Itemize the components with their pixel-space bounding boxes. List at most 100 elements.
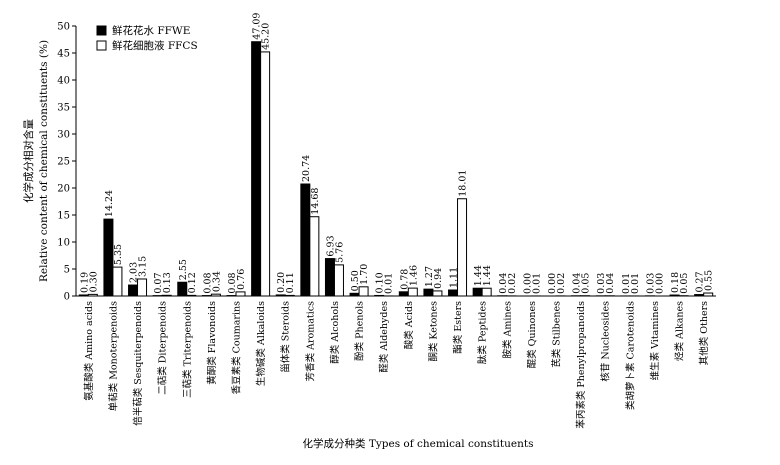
value-label-ffwe: 14.24 <box>104 190 115 217</box>
bar-ffwe <box>669 294 680 297</box>
category-label: 香豆素类 Coumarins <box>231 301 243 394</box>
category-label: 甾体类 Steroids <box>280 301 292 373</box>
value-label-ffwe: 0.19 <box>79 272 90 293</box>
value-label-ffcs: 1.46 <box>408 265 419 286</box>
bar-ffwe <box>300 183 311 297</box>
value-label-ffcs: 0.02 <box>507 273 518 294</box>
y-axis-title: 化学成分相对含量 Relative content of chemical co… <box>22 40 50 282</box>
bar-ffcs <box>260 51 271 297</box>
category-label: 醌类 Quinones <box>526 301 538 369</box>
legend-label: 鲜花细胞液 FFCS <box>112 39 198 52</box>
bar-ffwe <box>103 218 114 297</box>
bar-ffcs <box>703 292 714 297</box>
bar-ffwe <box>472 287 483 297</box>
bar-ffwe <box>398 291 409 297</box>
category-label: 酯类 Esters <box>452 301 464 354</box>
y-tick-label: 45 <box>57 49 70 60</box>
y-tick-label: 15 <box>57 211 70 222</box>
bar-ffwe <box>448 289 459 297</box>
bar-ffwe <box>423 288 434 297</box>
bar-ffcs <box>87 293 98 297</box>
bar-ffcs <box>161 294 172 297</box>
value-label-ffcs: 5.76 <box>334 242 345 263</box>
value-label-ffcs: 0.94 <box>433 268 444 289</box>
value-label-ffwe: 0.03 <box>645 273 656 294</box>
value-label-ffcs: 3.15 <box>138 256 149 277</box>
category-label: 单萜类 Monoterpenoids <box>107 301 119 411</box>
value-label-ffwe: 0.27 <box>695 271 706 292</box>
value-label-ffcs: 0.01 <box>384 273 395 294</box>
category-label: 二萜类 Diterpenoids <box>157 301 169 395</box>
bar-ffcs <box>186 294 197 297</box>
value-label-ffwe: 6.93 <box>325 235 336 256</box>
value-label-ffwe: 2.55 <box>178 259 189 280</box>
value-label-ffwe: 0.08 <box>227 272 238 293</box>
legend-swatch <box>96 40 107 51</box>
category-label: 维生素 Vitamines <box>649 301 661 381</box>
bars <box>78 41 714 297</box>
bar-ffcs <box>457 198 468 297</box>
value-label-ffwe: 1.44 <box>473 265 484 286</box>
bar-ffwe <box>275 294 286 297</box>
value-label-ffcs: 0.01 <box>531 273 542 294</box>
value-label-ffwe: 0.04 <box>498 273 509 294</box>
bar-ffwe <box>78 294 89 297</box>
y-tick-label: 35 <box>57 103 70 114</box>
value-label-ffwe: 20.74 <box>301 155 312 182</box>
value-label-ffwe: 0.10 <box>375 272 386 293</box>
value-label-ffcs: 0.00 <box>654 273 665 294</box>
category-label: 肽类 Peptides <box>477 301 489 364</box>
value-label-ffcs: 0.34 <box>211 271 222 292</box>
bar-ffwe <box>177 281 188 297</box>
bar-ffcs <box>309 216 320 297</box>
value-label-ffcs: 1.44 <box>482 265 493 286</box>
category-label: 烃类 Alkanes <box>674 301 686 361</box>
y-tick-label: 50 <box>57 22 70 33</box>
category-label: 醛类 Aldehydes <box>378 301 390 373</box>
bar-ffcs <box>137 278 148 297</box>
category-label: 氨基酸类 Amino acids <box>83 301 95 401</box>
value-label-ffcs: 0.05 <box>581 273 592 294</box>
legend: 鲜花花水 FFWE 鲜花细胞液 FFCS <box>96 24 198 52</box>
value-label-ffcs: 0.11 <box>285 272 296 293</box>
category-label: 芳香类 Aromatics <box>304 301 316 381</box>
value-label-ffwe: 0.01 <box>621 273 632 294</box>
value-label-ffwe: 0.00 <box>522 273 533 294</box>
value-label-ffwe: 1.27 <box>424 266 435 287</box>
bar-ffcs <box>235 291 246 297</box>
value-label-ffcs: 14.68 <box>310 188 321 215</box>
value-label-ffcs: 0.01 <box>630 273 641 294</box>
value-label-ffcs: 0.04 <box>605 273 616 294</box>
y-axis-title-en: Relative content of chemical constituent… <box>38 40 50 282</box>
category-label: 其他类 Others <box>698 301 710 365</box>
y-tick-label: 20 <box>57 184 70 195</box>
category-label: 类胡萝卜素 Carotenoids <box>624 301 636 410</box>
bar-ffwe <box>128 284 139 297</box>
value-label-ffcs: 18.01 <box>458 170 469 197</box>
y-tick-label: 5 <box>64 265 70 276</box>
value-label-ffwe: 0.78 <box>399 269 410 290</box>
value-label-ffwe: 2.03 <box>129 262 140 283</box>
y-tick-label: 25 <box>57 157 70 168</box>
value-label-ffcs: 0.76 <box>236 269 247 290</box>
bar-ffcs <box>407 287 418 297</box>
value-label-ffcs: 0.13 <box>162 272 173 293</box>
y-tick-label: 0 <box>64 292 70 303</box>
value-label-ffwe: 0.08 <box>202 272 213 293</box>
y-axis: 0 5 10 15 20 25 30 35 40 45 50 <box>57 22 716 303</box>
category-label: 酮类 Ketones <box>427 301 439 362</box>
bar-ffcs <box>432 290 443 297</box>
value-label-ffcs: 45.20 <box>261 23 272 50</box>
legend-swatch <box>96 25 107 36</box>
value-label-ffwe: 0.18 <box>670 272 681 293</box>
value-label-ffcs: 0.05 <box>679 273 690 294</box>
category-label: 醇类 Alcohols <box>329 301 341 364</box>
bar-ffwe <box>374 294 385 297</box>
value-label-ffwe: 0.03 <box>596 273 607 294</box>
value-label-ffwe: 47.09 <box>252 13 263 40</box>
bar-ffcs <box>210 293 221 297</box>
category-label: 胺类 Amines <box>501 301 513 359</box>
bar-ffcs <box>481 287 492 297</box>
value-label-ffcs: 0.55 <box>704 270 715 291</box>
